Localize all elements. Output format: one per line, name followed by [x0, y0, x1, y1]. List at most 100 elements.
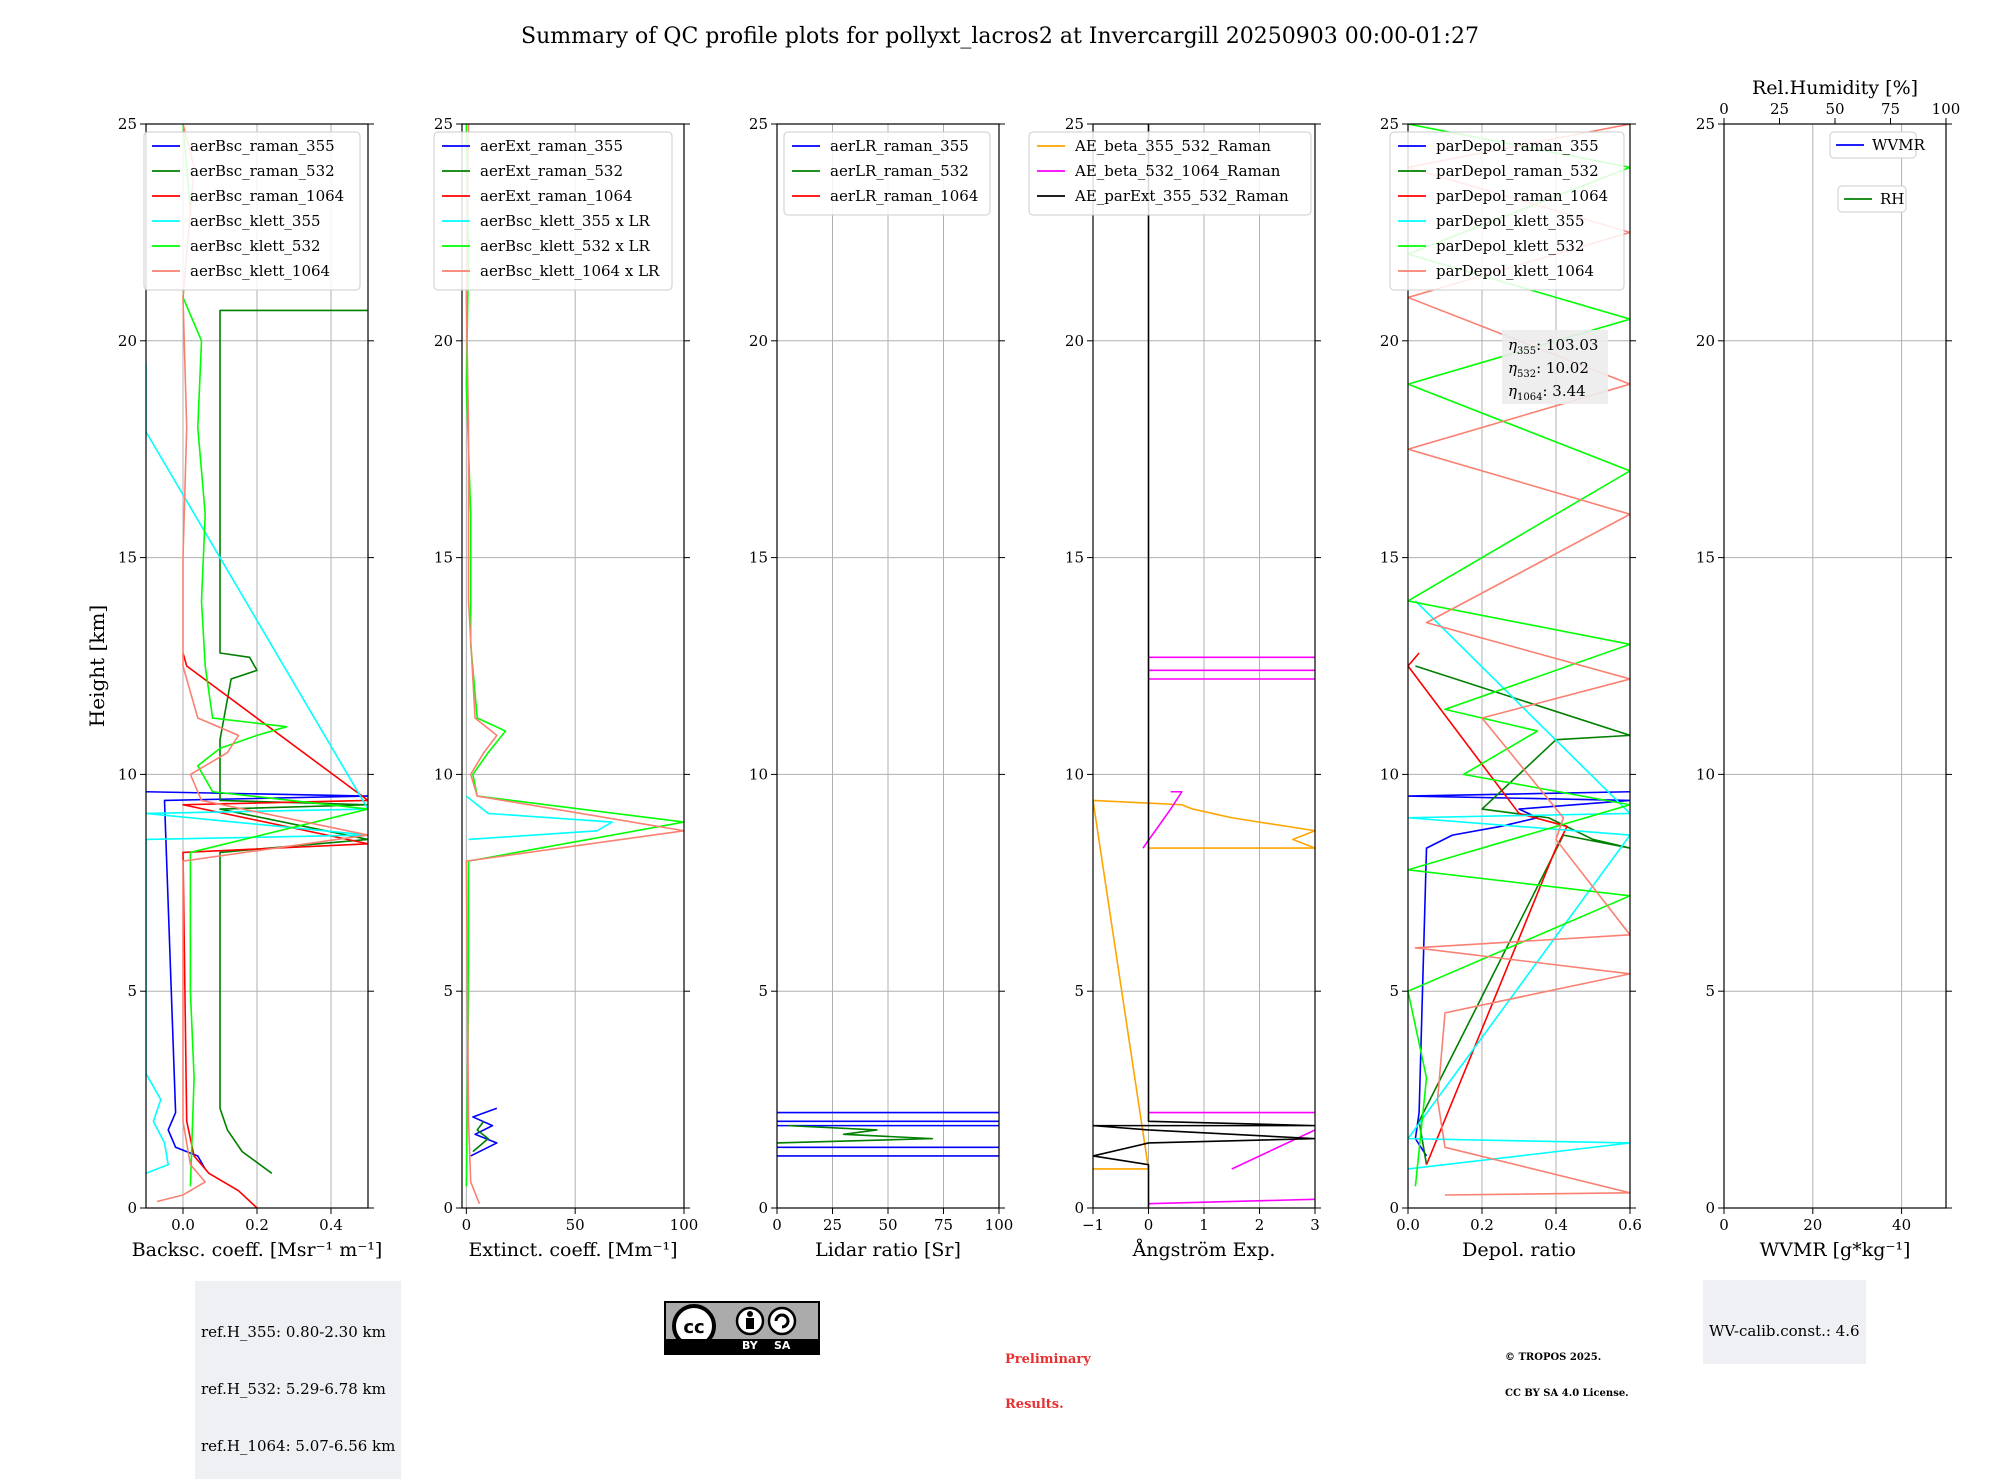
- legend-label: parDepol_klett_1064: [1436, 262, 1594, 280]
- x-tick-label: 100: [670, 1216, 699, 1234]
- y-tick-label: 10: [118, 765, 137, 783]
- legend-label: aerBsc_raman_355: [190, 137, 335, 155]
- x-axis-label: Backsc. coeff. [Msr⁻¹ m⁻¹]: [132, 1239, 383, 1261]
- legend-label: aerBsc_klett_532: [190, 237, 321, 255]
- series-line-aerLR_raman_532: [777, 1124, 934, 1144]
- series-line-aerBsc_klett_532 x LR: [465, 124, 684, 1187]
- x-tick-label: 75: [934, 1216, 953, 1234]
- x-tick-label: 0: [1719, 1216, 1729, 1234]
- wv-calib-box: WV-calib.const.: 4.6: [1703, 1280, 1866, 1364]
- x-tick-label: 100: [985, 1216, 1014, 1234]
- panel-lidar_ratio: 0 5 10 15 20 25 0 25 50 75 100 Lidar ratio [Sr] aerL…: [749, 115, 1013, 1261]
- x-tick-label: 50: [878, 1216, 897, 1234]
- y-tick-label: 0: [758, 1199, 768, 1217]
- series-line-parDepol_klett_532: [1408, 124, 1630, 1187]
- y-tick-label: 20: [434, 332, 453, 350]
- y-tick-label: 10: [434, 765, 453, 783]
- series-line-parDepol_klett_355: [1408, 600, 1630, 1170]
- legend-label: aerBsc_raman_1064: [190, 187, 344, 205]
- eta-line: η355: 103.03: [1508, 336, 1598, 357]
- y-tick-label: 15: [118, 549, 137, 567]
- eta-subscript: 355: [1517, 346, 1536, 357]
- ref-height-355: ref.H_355: 0.80-2.30 km: [201, 1323, 386, 1341]
- y-tick-label: 10: [1380, 765, 1399, 783]
- x-tick-label: 0.0: [171, 1216, 195, 1234]
- preliminary-note: Preliminary Results.: [1005, 1322, 1091, 1427]
- y-tick-label: 0: [1389, 1199, 1399, 1217]
- x-tick-label: 1: [1199, 1216, 1209, 1234]
- legend-box: [433, 131, 673, 291]
- y-tick-label: 0: [127, 1199, 137, 1217]
- eta-value: : 10.02: [1536, 359, 1589, 377]
- y-tick-label: 15: [1065, 549, 1084, 567]
- y-tick-label: 20: [1696, 332, 1715, 350]
- series-line-aerBsc_klett_1064: [156, 124, 368, 1203]
- panel-depol: 0 5 10 15 20 25 0.0 0.2 0.4 0.6 Depol. ratio parDep…: [1380, 115, 1642, 1261]
- legend-label: parDepol_klett_532: [1436, 237, 1585, 255]
- copyright-note: © TROPOS 2025. CC BY SA 4.0 License.: [1505, 1328, 1629, 1412]
- qc-figure: Summary of QC profile plots for pollyxt_…: [85, 24, 1960, 1261]
- y-tick-label: 25: [1065, 115, 1084, 133]
- x-axis-label: Lidar ratio [Sr]: [815, 1239, 961, 1261]
- y-axis-label: Height [km]: [85, 605, 109, 727]
- panel-backscatter: 0 5 10 15 20 25 0.0 0.2 0.4 Backsc. coeff. [Msr⁻¹…: [118, 115, 382, 1261]
- x-tick-label: 0.0: [1396, 1216, 1420, 1234]
- legend-box: [1028, 131, 1312, 216]
- y-tick-label: 10: [1696, 765, 1715, 783]
- legend-label: AE_beta_532_1064_Raman: [1074, 162, 1281, 180]
- copyright-line-2: CC BY SA 4.0 License.: [1505, 1388, 1629, 1399]
- top-x-tick-label: 0: [1719, 100, 1729, 118]
- y-tick-label: 20: [118, 332, 137, 350]
- plot-frame: [461, 123, 685, 1209]
- cc-by-label: BY: [742, 1339, 758, 1352]
- y-tick-label: 5: [1705, 982, 1715, 1000]
- ref-heights-box: ref.H_355: 0.80-2.30 km ref.H_532: 5.29-…: [195, 1281, 402, 1479]
- preliminary-line-2: Results.: [1005, 1397, 1064, 1412]
- top-x-tick-label: 100: [1932, 100, 1961, 118]
- legend-label: aerLR_raman_532: [830, 162, 969, 180]
- y-tick-label: 5: [127, 982, 137, 1000]
- y-tick-label: 20: [1065, 332, 1084, 350]
- x-axis-label: Extinct. coeff. [Mm⁻¹]: [468, 1239, 677, 1261]
- series-group: [465, 124, 684, 1204]
- y-tick-label: 5: [1389, 982, 1399, 1000]
- x-tick-label: 25: [823, 1216, 842, 1234]
- legend-box: [783, 131, 991, 216]
- x-tick-label: 40: [1892, 1216, 1911, 1234]
- series-line-aerBsc_klett_355 x LR: [465, 795, 613, 841]
- y-tick-label: 15: [434, 549, 453, 567]
- series-line-AE_beta_532_1064_Raman: [1142, 790, 1183, 849]
- cc-sa-label: SA: [774, 1339, 791, 1352]
- ref-height-532: ref.H_532: 5.29-6.78 km: [201, 1380, 386, 1398]
- series-line-aerBsc_raman_532: [219, 309, 368, 1174]
- legend-label: aerBsc_klett_1064 x LR: [480, 262, 660, 280]
- legend-label: WVMR: [1872, 136, 1926, 154]
- y-tick-label: 20: [749, 332, 768, 350]
- y-tick-label: 25: [1380, 115, 1399, 133]
- x-axis-label: Depol. ratio: [1462, 1239, 1576, 1261]
- y-tick-label: 0: [1705, 1199, 1715, 1217]
- cc-badge-bar: [666, 1339, 818, 1353]
- plot-frame: [1723, 123, 1947, 1209]
- legend-box: [1829, 131, 1917, 159]
- eta-symbol: η: [1508, 336, 1517, 354]
- legend-box: [1389, 131, 1625, 291]
- legend-label: aerExt_raman_1064: [480, 187, 633, 205]
- series-group: [1093, 124, 1315, 1208]
- x-tick-label: 0.4: [319, 1216, 343, 1234]
- x-tick-label: 0.4: [1544, 1216, 1568, 1234]
- legend-box: [143, 131, 361, 291]
- legend-label: RH: [1880, 190, 1904, 208]
- y-tick-label: 15: [1380, 549, 1399, 567]
- series-group: [1408, 124, 1630, 1196]
- y-tick-label: 10: [1065, 765, 1084, 783]
- y-tick-label: 0: [1074, 1199, 1084, 1217]
- series-line-aerBsc_klett_1064 x LR: [465, 124, 684, 1204]
- eta-line: η1064: 3.44: [1508, 382, 1586, 403]
- eta-symbol: η: [1508, 359, 1517, 377]
- series-line-parDepol_raman_532: [1415, 665, 1630, 1165]
